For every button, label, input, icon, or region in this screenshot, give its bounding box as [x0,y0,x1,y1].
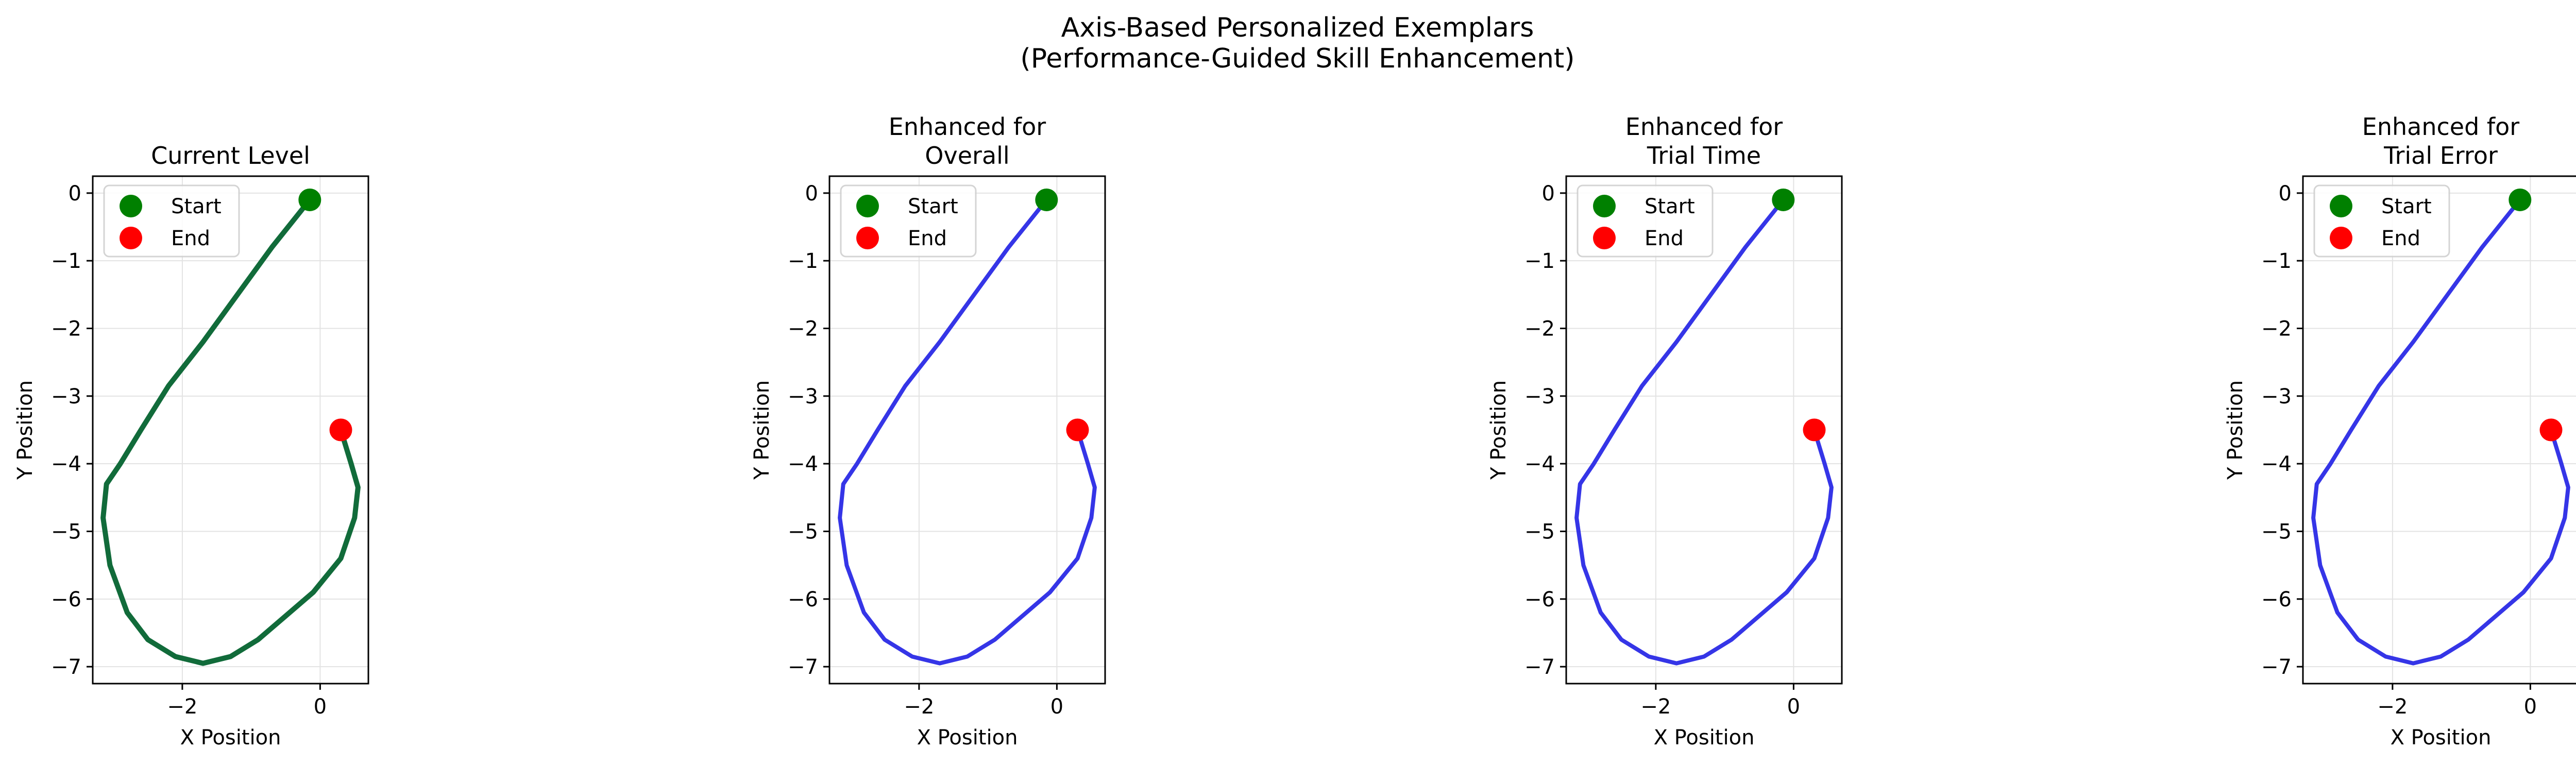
legend-start-label: Start [1645,195,1695,218]
axes-frame [1565,175,1843,685]
y-axis-label: Y Position [13,380,37,480]
subplot-4: −2 0 0 −1 −2 −3 −4 −5 −6 −7 X Position Y Position En… [2224,113,2576,750]
y-tick-label: −5 [2261,520,2292,544]
end-marker [1066,418,1089,441]
legend-end-label: End [2381,227,2420,250]
y-tick-label: −7 [51,655,81,679]
y-tick-label: −2 [788,317,818,341]
y-tick-label: −5 [1524,520,1555,544]
y-tick-label: −1 [51,249,81,273]
legend-start-label: Start [171,195,222,218]
legend-end-label: End [908,227,947,250]
start-marker [1035,188,1058,211]
x-tick-label: −2 [167,695,197,719]
legend-end-marker [856,227,879,249]
legend: Start End [2313,184,2450,258]
y-tick-label: −2 [2261,317,2292,341]
y-tick-label: −4 [2261,452,2292,476]
subplot-title: Current Level [151,142,310,169]
trajectory-line [2311,198,2570,666]
legend-start-marker [1593,195,1616,217]
legend-start-label: Start [2381,195,2432,218]
legend-start-marker [2330,195,2352,217]
y-tick-label: −6 [788,588,818,611]
end-marker [2539,418,2563,441]
y-tick-label: −4 [1524,452,1555,476]
y-tick-label: −5 [788,520,818,544]
figure-title-line-1: Axis-Based Personalized Exemplars [1061,12,1534,43]
y-tick-label: −4 [51,452,81,476]
axes-frame [828,175,1106,685]
subplot-3: −2 0 0 −1 −2 −3 −4 −5 −6 −7 X Position Y Position En… [1487,113,1843,750]
x-tick-label: −2 [904,695,934,719]
x-tick-label: 0 [314,695,327,719]
axes-frame [2302,175,2576,685]
x-tick-label: −2 [2377,695,2408,719]
subplot-title-line-2: Trial Time [1647,142,1761,169]
legend: Start End [840,184,977,258]
y-tick-label: −7 [2261,655,2292,679]
y-tick-label: −4 [788,452,818,476]
y-axis-label: Y Position [2224,380,2247,480]
legend-end-marker [1593,227,1616,249]
x-axis-label: X Position [917,726,1018,750]
figure-title-line-2: (Performance-Guided Skill Enhancement) [1020,43,1575,74]
y-tick-label: −2 [51,317,81,341]
y-tick-label: −5 [51,520,81,544]
y-tick-label: −6 [51,588,81,611]
end-marker [329,418,352,441]
y-tick-label: 0 [805,182,818,206]
y-tick-label: −1 [2261,249,2292,273]
x-tick-label: 0 [1787,695,1800,719]
y-tick-label: −3 [51,385,81,409]
subplot-title-line-1: Enhanced for [2362,113,2519,141]
subplot-2: −2 0 0 −1 −2 −3 −4 −5 −6 −7 X Position Y Position En… [750,113,1106,750]
start-marker [298,188,321,211]
trajectory-line [838,198,1097,666]
legend-start-marker [120,195,142,217]
legend: Start End [1577,184,1714,258]
y-tick-label: −6 [2261,588,2292,611]
x-axis-label: X Position [1654,726,1755,750]
legend: Start End [103,184,240,258]
y-tick-label: −7 [1524,655,1555,679]
y-tick-label: 0 [2279,182,2292,206]
y-tick-label: −3 [2261,385,2292,409]
y-tick-label: −1 [1524,249,1555,273]
y-tick-label: −6 [1524,588,1555,611]
y-tick-label: −2 [1524,317,1555,341]
axes-frame [92,175,369,685]
end-marker [1803,418,1826,441]
x-tick-label: 0 [1050,695,1063,719]
legend-end-marker [120,227,142,249]
subplot-title-line-1: Enhanced for [889,113,1046,141]
subplot-title-line-1: Enhanced for [1625,113,1783,141]
subplot-1: −2 0 0 −1 −2 −3 −4 −5 −6 −7 X Position Y Position Cu… [13,142,369,750]
trajectory-line [1574,198,1834,666]
y-axis-label: Y Position [750,380,774,480]
subplot-title-line-2: Trial Error [2383,142,2498,169]
y-tick-label: −3 [788,385,818,409]
y-axis-label: Y Position [1487,380,1511,480]
start-marker [1772,188,1795,211]
legend-start-marker [856,195,879,217]
legend-end-label: End [1645,227,1684,250]
start-marker [2509,188,2532,211]
y-tick-label: −7 [788,655,818,679]
legend-end-label: End [171,227,210,250]
x-axis-label: X Position [180,726,281,750]
y-tick-label: −3 [1524,385,1555,409]
x-tick-label: −2 [1640,695,1671,719]
y-tick-label: 0 [1542,182,1555,206]
x-axis-label: X Position [2391,726,2492,750]
legend-end-marker [2330,227,2352,249]
y-tick-label: −1 [788,249,818,273]
y-tick-label: 0 [69,182,81,206]
legend-start-label: Start [908,195,958,218]
trajectory-line [100,197,361,666]
subplot-title-line-2: Overall [925,142,1009,169]
x-tick-label: 0 [2524,695,2537,719]
